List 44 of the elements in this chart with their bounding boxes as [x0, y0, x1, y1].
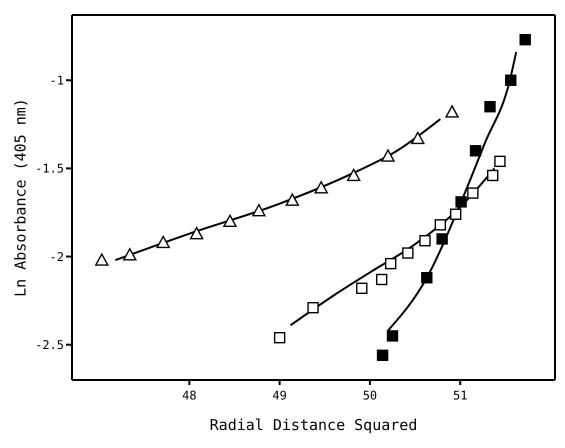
- point: [467, 187, 479, 199]
- x-tick-label: 51: [452, 388, 468, 403]
- point: [384, 258, 396, 270]
- y-tick-label: -1.5: [35, 162, 64, 176]
- point: [307, 302, 319, 314]
- point: [505, 74, 516, 86]
- point: [484, 100, 496, 112]
- point: [314, 181, 328, 194]
- y-tick-label: -1: [50, 74, 64, 88]
- point: [434, 219, 446, 231]
- y-axis-title: Ln Absorbance (405 nm): [11, 98, 30, 297]
- point: [123, 248, 136, 261]
- point: [494, 156, 506, 168]
- point: [520, 34, 531, 46]
- y-tick-label: -2: [50, 250, 64, 264]
- x-tick-label: 50: [362, 388, 378, 403]
- point: [381, 149, 395, 162]
- point: [156, 236, 170, 248]
- x-axis-title: Radial Distance Squared: [210, 416, 418, 434]
- point: [455, 196, 467, 208]
- point: [402, 247, 414, 259]
- point: [95, 253, 108, 266]
- point: [286, 193, 299, 206]
- point: [421, 272, 432, 284]
- x-tick-label: 48: [182, 388, 197, 403]
- line-series: [114, 118, 442, 262]
- point: [223, 214, 237, 228]
- point: [436, 233, 448, 245]
- point: [470, 145, 482, 156]
- point: [190, 226, 204, 240]
- point: [419, 235, 431, 246]
- point: [386, 330, 398, 342]
- y-tick-label: -2.5: [35, 338, 64, 352]
- point: [356, 282, 368, 294]
- point: [252, 204, 266, 216]
- point: [376, 274, 388, 286]
- point: [346, 168, 360, 182]
- point: [376, 350, 388, 362]
- point: [445, 105, 459, 118]
- x-tick-label: 49: [272, 388, 287, 403]
- point: [274, 332, 286, 344]
- point: [450, 208, 462, 220]
- point: [487, 170, 498, 182]
- point: [411, 132, 424, 144]
